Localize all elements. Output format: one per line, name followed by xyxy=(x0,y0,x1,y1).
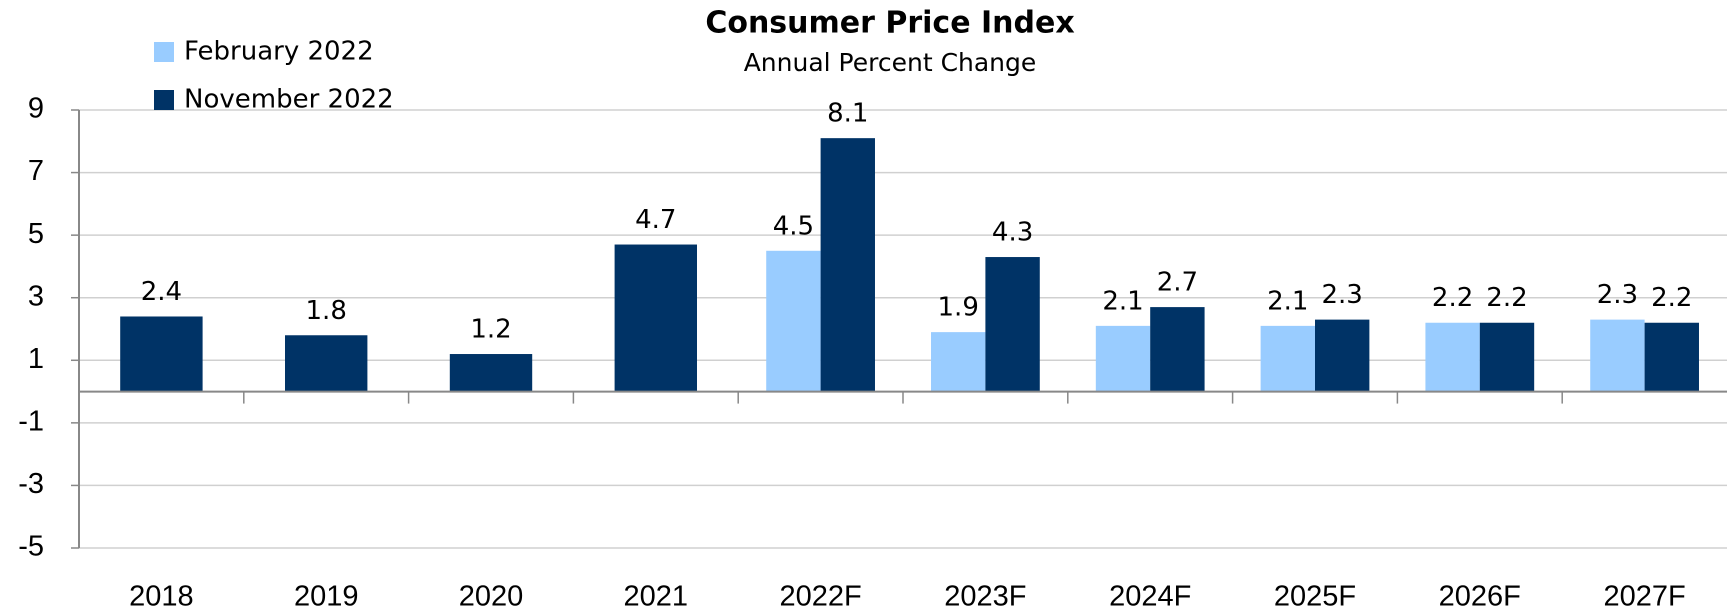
bar xyxy=(985,257,1040,392)
legend-swatch xyxy=(154,90,174,110)
y-tick-label: -1 xyxy=(18,406,44,438)
legend-swatch xyxy=(154,42,174,62)
value-label: 2.2 xyxy=(1486,283,1527,313)
x-tick-label: 2024F xyxy=(1109,581,1191,613)
bar xyxy=(1590,319,1645,392)
value-label: 4.3 xyxy=(992,218,1033,248)
foreground: -5 -3 -1 1 3 5 7 9 2018 2.4 2019 1.8 2020 1.2 2021 4.7 2… xyxy=(18,37,1727,613)
bars xyxy=(120,138,1699,392)
x-tick-label: 2023F xyxy=(944,581,1026,613)
y-tick-label: 9 xyxy=(28,93,44,125)
x-tick-label: 2018 xyxy=(129,581,194,613)
value-label: 1.2 xyxy=(470,315,511,345)
x-tick-label: 2019 xyxy=(294,581,359,613)
y-tick-label: 5 xyxy=(28,218,44,250)
value-label: 2.7 xyxy=(1157,268,1198,298)
legend-label: November 2022 xyxy=(184,85,394,115)
bar xyxy=(931,332,986,392)
value-label: 2.3 xyxy=(1322,280,1363,310)
y-tick-label: 3 xyxy=(28,280,44,312)
bar xyxy=(1315,319,1370,392)
value-label: 2.1 xyxy=(1267,286,1308,316)
value-label: 2.2 xyxy=(1651,283,1692,313)
bar xyxy=(766,250,821,392)
value-label: 2.3 xyxy=(1597,280,1638,310)
x-tick-label: 2025F xyxy=(1274,581,1356,613)
bar xyxy=(1095,325,1151,392)
chart-title: Consumer Price Index xyxy=(705,6,1074,41)
bar xyxy=(1479,322,1535,392)
value-label: 4.7 xyxy=(635,205,676,235)
y-tick-label: -3 xyxy=(18,468,44,500)
value-label: 2.1 xyxy=(1102,286,1143,316)
bar xyxy=(285,335,368,392)
x-tick-label: 2027F xyxy=(1603,581,1685,613)
y-tick-label: 7 xyxy=(28,155,44,187)
y-tick-label: 1 xyxy=(28,343,44,375)
bar xyxy=(1644,322,1699,392)
bar xyxy=(1425,322,1480,392)
value-label: 8.1 xyxy=(827,99,868,129)
value-label: 1.8 xyxy=(306,296,347,326)
legend-label: February 2022 xyxy=(184,37,374,67)
chart-subtitle: Annual Percent Change xyxy=(744,48,1037,77)
bar xyxy=(614,244,697,392)
value-label: 2.2 xyxy=(1432,283,1473,313)
y-tick-label: -5 xyxy=(18,531,44,563)
x-tick-label: 2026F xyxy=(1439,581,1521,613)
value-label: 4.5 xyxy=(773,211,814,241)
bar xyxy=(120,316,203,392)
value-label: 1.9 xyxy=(938,293,979,323)
bar xyxy=(820,138,875,392)
bar xyxy=(1260,325,1315,392)
x-tick-label: 2021 xyxy=(624,581,689,613)
x-tick-label: 2022F xyxy=(779,581,861,613)
bar xyxy=(449,354,533,392)
value-label: 2.4 xyxy=(141,277,182,307)
x-tick-label: 2020 xyxy=(459,581,524,613)
bar xyxy=(1150,307,1205,392)
